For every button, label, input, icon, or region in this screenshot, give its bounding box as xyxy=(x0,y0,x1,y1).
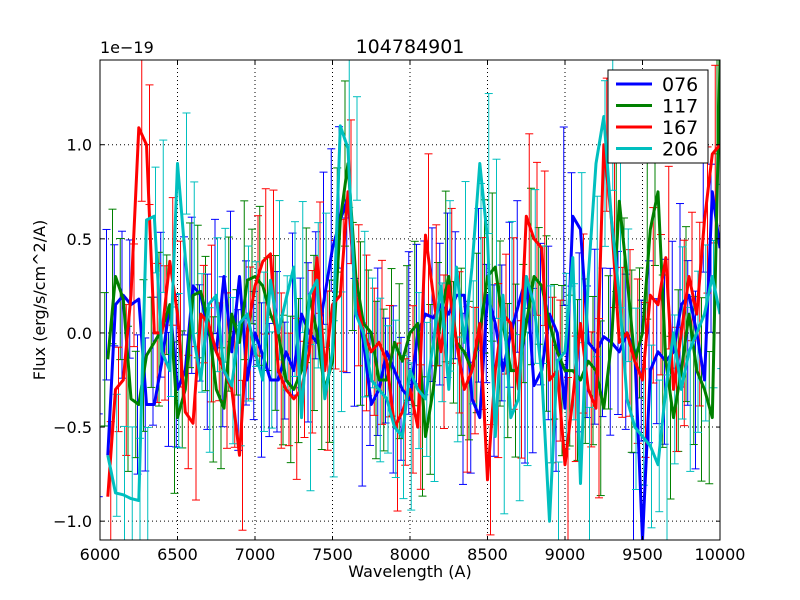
x-tick-label: 8500 xyxy=(467,545,508,564)
y-tick-label: −0.5 xyxy=(53,418,92,437)
series-line-206 xyxy=(106,115,720,523)
x-tick-label: 9500 xyxy=(622,545,663,564)
x-axis-label: Wavelength (A) xyxy=(348,562,471,581)
y-tick-label: 1.0 xyxy=(67,136,92,155)
y-tick-label: 0.0 xyxy=(67,324,92,343)
series-line-117 xyxy=(106,60,720,438)
series-line-167 xyxy=(106,126,720,497)
x-tick-label: 7500 xyxy=(312,545,353,564)
x-tick-label: 6500 xyxy=(157,545,198,564)
legend-label: 167 xyxy=(662,117,698,139)
y-tick-label: −1.0 xyxy=(53,512,92,531)
legend-label: 206 xyxy=(662,139,698,161)
series-lines xyxy=(106,60,720,540)
x-tick-label: 10000 xyxy=(695,545,746,564)
x-tick-label: 9000 xyxy=(545,545,586,564)
chart-title: 104784901 xyxy=(356,36,465,58)
axis-ticks: 6000 6500 7000 7500 8000 8500 9000 9500 10000 −1.… xyxy=(53,60,745,564)
y-axis-label: Flux (erg/s/cm^2/A) xyxy=(30,220,49,381)
x-tick-label: 8000 xyxy=(390,545,431,564)
y-tick-label: 0.5 xyxy=(67,230,92,249)
y-scale-label: 1e−19 xyxy=(100,38,154,57)
legend-label: 076 xyxy=(662,74,698,96)
legend-label: 117 xyxy=(662,96,698,118)
x-tick-label: 6000 xyxy=(80,545,121,564)
x-tick-label: 7000 xyxy=(235,545,276,564)
